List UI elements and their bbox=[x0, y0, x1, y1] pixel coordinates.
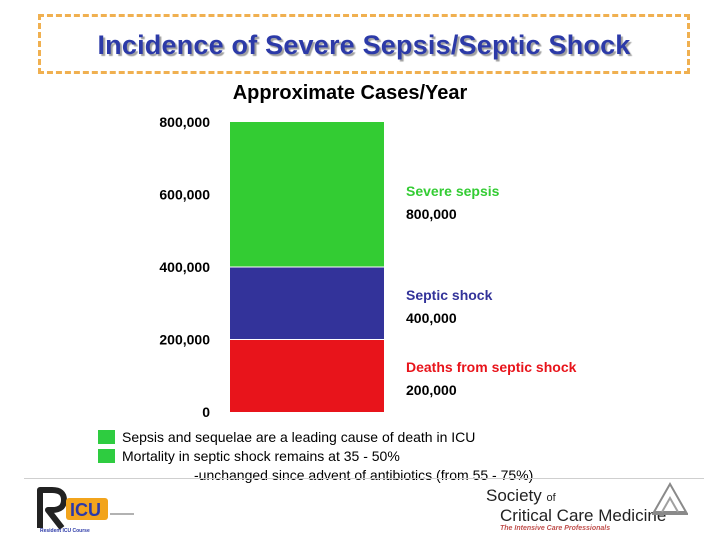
sccm-tagline: The Intensive Care Professionals bbox=[500, 525, 611, 532]
y-tick-label: 0 bbox=[202, 404, 210, 420]
sccm-name-text: Critical Care Medicine bbox=[500, 506, 667, 525]
ricu-logo: ICU Resident ICU Course bbox=[34, 484, 144, 534]
footer-divider bbox=[24, 478, 704, 479]
segment-name-label: Deaths from septic shock bbox=[406, 359, 577, 375]
bullet-list: Sepsis and sequelae are a leading cause … bbox=[98, 428, 533, 485]
sccm-triangle-icon bbox=[652, 481, 688, 515]
y-tick-label: 200,000 bbox=[159, 332, 210, 348]
bullet-text: Sepsis and sequelae are a leading cause … bbox=[122, 429, 476, 445]
sub-bullet-text: -unchanged since advent of antibiotics (… bbox=[194, 467, 534, 483]
sccm-society-text: Society of bbox=[486, 486, 556, 506]
slide-title: Incidence of Severe Sepsis/Septic Shock bbox=[97, 30, 631, 60]
sccm-of-word: of bbox=[546, 492, 556, 504]
segment-name-label: Severe sepsis bbox=[406, 183, 500, 199]
segment-value-label: 200,000 bbox=[406, 382, 457, 398]
bullet-square-icon bbox=[98, 449, 115, 463]
ricu-caption: Resident ICU Course bbox=[40, 528, 90, 534]
chart-title: Approximate Cases/Year bbox=[232, 82, 468, 104]
sccm-logo: Society of Critical Care Medicine The In… bbox=[486, 481, 696, 536]
y-tick-label: 600,000 bbox=[159, 187, 210, 203]
bullet-text: Mortality in septic shock remains at 35 … bbox=[122, 448, 400, 464]
ricu-mark-text: ICU bbox=[70, 500, 101, 520]
bar-segment bbox=[230, 267, 384, 340]
segment-value-label: 400,000 bbox=[406, 310, 457, 326]
segment-value-label: 800,000 bbox=[406, 206, 457, 222]
y-tick-label: 400,000 bbox=[159, 259, 210, 275]
bar-segment bbox=[230, 339, 384, 412]
bar-segment bbox=[230, 122, 384, 267]
bullet-item: Mortality in septic shock remains at 35 … bbox=[98, 447, 533, 466]
segment-name-label: Septic shock bbox=[406, 287, 493, 303]
chart-area: 0 200,000 400,000 600,000 800,000 Deaths fro… bbox=[159, 114, 577, 420]
title-frame bbox=[38, 14, 690, 74]
ricu-logo-icon: ICU Resident ICU Course bbox=[37, 487, 134, 534]
bullet-item: Sepsis and sequelae are a leading cause … bbox=[98, 428, 533, 447]
sccm-society-word: Society bbox=[486, 486, 542, 505]
bullet-square-icon bbox=[98, 430, 115, 444]
y-tick-label: 800,000 bbox=[159, 114, 210, 130]
